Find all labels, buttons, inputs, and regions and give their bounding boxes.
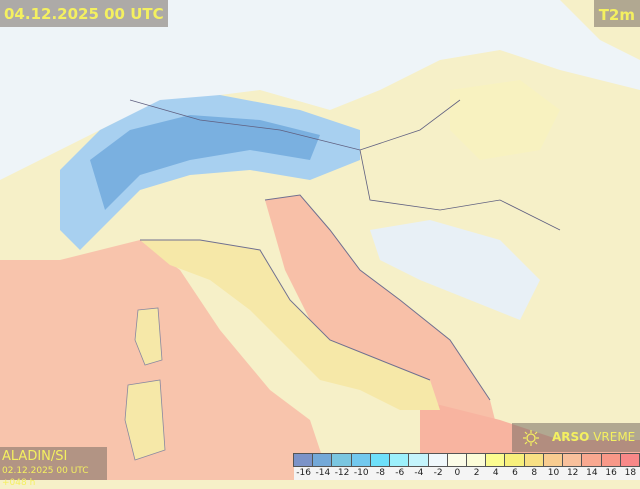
legend-swatch [312, 453, 333, 467]
legend-tick-label: 6 [512, 468, 518, 478]
legend-tick-label: -10 [353, 468, 369, 478]
legend-swatch [581, 453, 602, 467]
legend-swatch [446, 453, 467, 467]
adriatic-sea [265, 195, 500, 440]
corsica [134, 307, 163, 366]
legend-tick-label: 8 [531, 468, 538, 478]
legend-swatch [485, 453, 506, 467]
legend-tick-label: 12 [566, 468, 579, 478]
legend-tick-label: -6 [395, 468, 405, 478]
legend-swatch [523, 453, 544, 467]
legend-tick-label: -4 [414, 468, 424, 478]
model-info: ALADIN/SI 02.12.2025 00 UTC +048 h [0, 447, 107, 488]
legend-tick-label: 2 [473, 468, 480, 478]
logo-light: VREME [589, 430, 636, 444]
legend-tick-label: 10 [547, 468, 560, 478]
legend-swatches [293, 453, 640, 467]
parameter-label: T2m [593, 0, 640, 27]
arso-logo: ARSO VREME [512, 423, 640, 452]
legend-swatch [504, 453, 525, 467]
legend-swatch [465, 453, 487, 467]
legend-swatch [293, 453, 314, 467]
border [129, 99, 561, 231]
legend-swatch [350, 453, 371, 467]
legend-tick-label: -12 [334, 468, 350, 478]
legend-tick-label: -8 [375, 468, 385, 478]
legend-swatch [408, 453, 429, 467]
legend-tick-label: 4 [492, 468, 499, 478]
legend-swatch [389, 453, 410, 467]
color-legend: -16 -14 -12 -10 -8 -6 -4 -2 0 2 4 6 8 10 12 14 16 18 [293, 453, 640, 480]
legend-swatch [369, 453, 391, 467]
logo-bold: ARSO [552, 430, 590, 444]
italy-peninsula [140, 240, 440, 410]
legend-tick-label: 18 [624, 468, 637, 478]
legend-swatch [600, 453, 621, 467]
legend-swatch [619, 453, 640, 467]
legend-tick-label: -14 [315, 468, 331, 478]
hungary-warm [450, 80, 560, 160]
valid-time-label: 04.12.2025 00 UTC [0, 0, 168, 27]
coastline [140, 194, 491, 401]
legend-swatch [427, 453, 448, 467]
legend-swatch [331, 453, 352, 467]
legend-tick-label: -2 [433, 468, 443, 478]
legend-tick-label: -16 [296, 468, 311, 478]
sun-icon [523, 430, 539, 446]
sardinia [124, 379, 166, 461]
model-name: ALADIN/SI [2, 449, 68, 464]
balkan-cold [370, 220, 540, 320]
legend-swatch [562, 453, 583, 467]
legend-tick-label: 0 [454, 468, 461, 478]
legend-ticks: -16 -14 -12 -10 -8 -6 -4 -2 0 2 4 6 8 10 12 14 16 18 [294, 467, 640, 480]
tyrrhenian-sea [0, 240, 330, 480]
alps-core [90, 115, 320, 210]
legend-tick-label: 14 [586, 468, 598, 478]
legend-tick-label: 16 [605, 468, 617, 478]
run-info: 02.12.2025 00 UTC +048 h [2, 466, 89, 488]
legend-swatch [542, 453, 564, 467]
cold-region-north [0, 0, 640, 180]
